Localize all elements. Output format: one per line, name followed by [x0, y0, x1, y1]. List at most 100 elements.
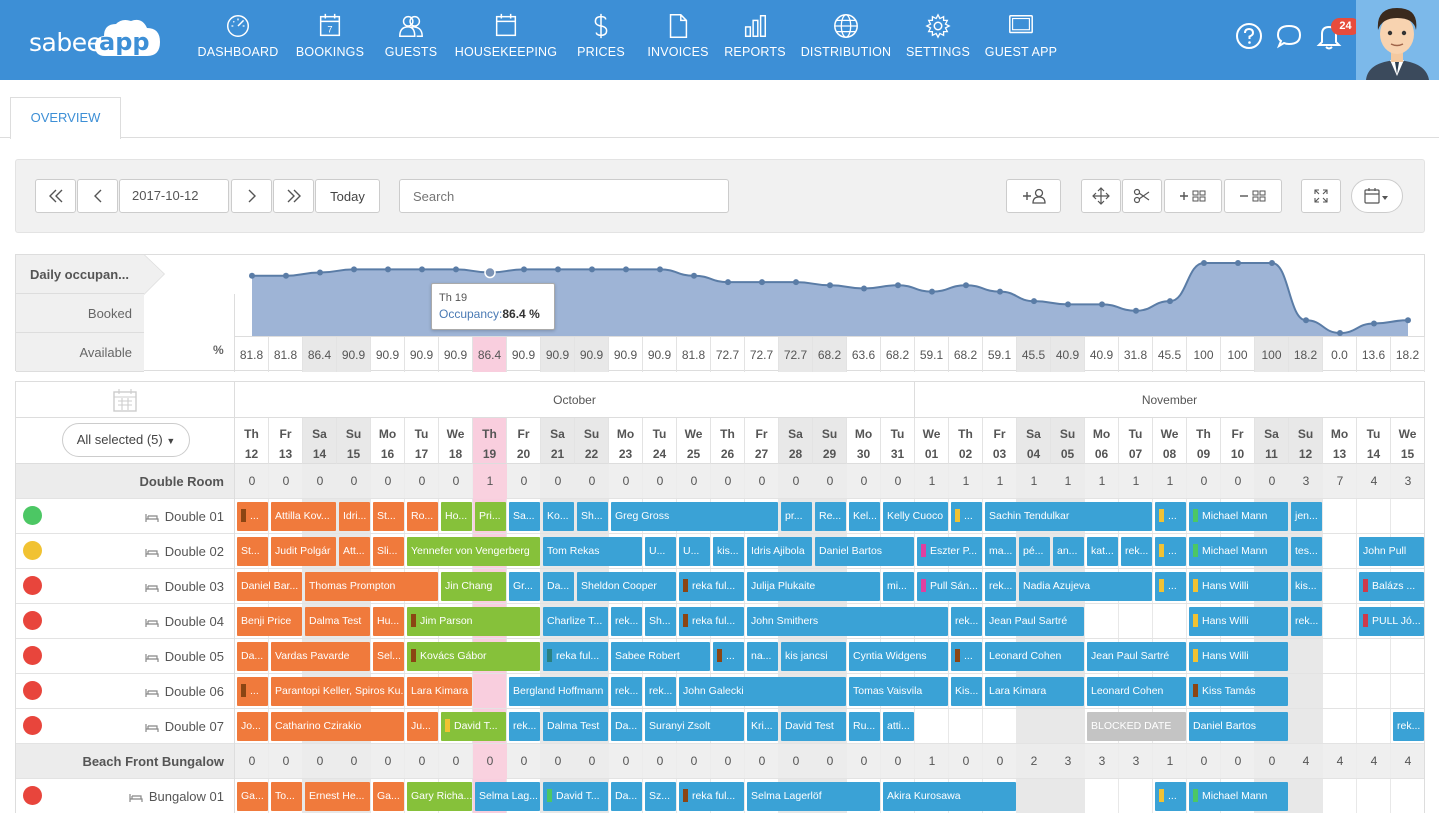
booking-block[interactable]: Tomas Vaisvila — [849, 677, 948, 706]
next-day-button[interactable] — [231, 179, 272, 213]
previous-day-button[interactable] — [77, 179, 118, 213]
day-header[interactable]: Sa 28 — [779, 418, 813, 464]
room-row-header[interactable]: Double 06 — [16, 674, 234, 709]
occupancy-point[interactable] — [691, 272, 697, 279]
booking-block[interactable]: Kelly Cuoco — [883, 502, 948, 531]
day-header[interactable]: Fr 20 — [507, 418, 541, 464]
day-header[interactable]: Mo 30 — [847, 418, 881, 464]
booking-block[interactable]: Sh... — [577, 502, 608, 531]
day-header[interactable]: Su 05 — [1051, 418, 1085, 464]
booking-block[interactable]: rek... — [1393, 712, 1424, 741]
day-header[interactable]: Th 26 — [711, 418, 745, 464]
booking-block[interactable]: John Galecki — [679, 677, 846, 706]
booking-block[interactable]: Charlize T... — [543, 607, 608, 636]
occupancy-point[interactable] — [419, 266, 425, 273]
add-guest-button[interactable] — [1006, 179, 1061, 213]
room-status-dot[interactable] — [23, 646, 42, 665]
booking-block[interactable]: Michael Mann — [1189, 502, 1288, 531]
room-row-header[interactable]: Bungalow 01 — [16, 779, 234, 813]
daily-occupancy-selector[interactable]: Daily occupan... — [16, 255, 144, 294]
booking-block[interactable]: rek... — [985, 572, 1016, 601]
booking-block[interactable]: ... — [1155, 537, 1186, 566]
booking-block[interactable]: Hans Willi — [1189, 607, 1288, 636]
occupancy-point[interactable] — [929, 288, 935, 295]
booking-block[interactable]: pr... — [781, 502, 812, 531]
booking-block[interactable]: rek... — [645, 677, 676, 706]
booking-block[interactable]: reka ful... — [543, 642, 608, 671]
booking-block[interactable]: Jo... — [237, 712, 268, 741]
booking-block[interactable]: Benji Price — [237, 607, 302, 636]
booking-block[interactable]: Yennefer von Vengerberg — [407, 537, 540, 566]
booking-block[interactable]: Parantopi Keller, Spiros Ku... — [271, 677, 404, 706]
booking-block[interactable]: Cyntia Widgens — [849, 642, 948, 671]
previous-month-button[interactable] — [35, 179, 76, 213]
booking-block[interactable]: Attilla Kov... — [271, 502, 336, 531]
booking-block[interactable]: Greg Gross — [611, 502, 778, 531]
room-row-header[interactable]: Double 04 — [16, 604, 234, 639]
booking-block[interactable]: Ro... — [407, 502, 438, 531]
booking-block[interactable]: Catharino Czirakio — [271, 712, 404, 741]
nav-dashboard[interactable]: DASHBOARD — [188, 12, 288, 72]
nav-bookings[interactable]: 7 BOOKINGS — [280, 12, 380, 72]
occupancy-point[interactable] — [827, 282, 833, 289]
occupancy-point[interactable] — [1167, 298, 1173, 305]
occupancy-point[interactable] — [1065, 301, 1071, 308]
occupancy-point[interactable] — [657, 266, 663, 273]
booking-block[interactable]: Da... — [611, 782, 642, 811]
booking-block[interactable]: Hu... — [373, 607, 404, 636]
next-month-button[interactable] — [273, 179, 314, 213]
booking-block[interactable]: Sa... — [509, 502, 540, 531]
day-header[interactable]: Fr 03 — [983, 418, 1017, 464]
booking-block[interactable]: tes... — [1291, 537, 1322, 566]
room-status-dot[interactable] — [23, 786, 42, 805]
booking-block[interactable]: Da... — [543, 572, 574, 601]
room-category-header[interactable]: Beach Front Bungalow — [16, 744, 234, 779]
booking-block[interactable]: Idri... — [339, 502, 370, 531]
booking-block[interactable]: Dalma Test — [305, 607, 370, 636]
booking-block[interactable]: David Test — [781, 712, 846, 741]
booking-block[interactable]: an... — [1053, 537, 1084, 566]
nav-guest-app[interactable]: GUEST APP — [971, 12, 1071, 72]
booking-block[interactable]: Sheldon Cooper — [577, 572, 676, 601]
occupancy-point[interactable] — [1371, 320, 1377, 327]
occupancy-point[interactable] — [521, 266, 527, 273]
occupancy-point[interactable] — [1303, 317, 1309, 324]
booking-block[interactable]: Sachin Tendulkar — [985, 502, 1152, 531]
booking-block[interactable]: Selma Lagerlöf — [747, 782, 880, 811]
booking-block[interactable]: rek... — [1291, 607, 1322, 636]
booking-block[interactable]: David T... — [543, 782, 608, 811]
booking-block[interactable]: rek... — [951, 607, 982, 636]
booking-block[interactable]: mi... — [883, 572, 914, 601]
booking-block[interactable]: Da... — [611, 712, 642, 741]
remove-room-button[interactable] — [1224, 179, 1282, 213]
booking-block[interactable]: rek... — [1121, 537, 1152, 566]
day-header[interactable]: Sa 04 — [1017, 418, 1051, 464]
booking-block[interactable]: U... — [679, 537, 710, 566]
occupancy-point[interactable] — [453, 266, 459, 273]
room-category-header[interactable]: Double Room — [16, 464, 234, 499]
booking-block[interactable]: Leonard Cohen — [1087, 677, 1186, 706]
fullscreen-button[interactable] — [1301, 179, 1341, 213]
day-header[interactable]: Mo 06 — [1085, 418, 1119, 464]
day-header[interactable]: Tu 17 — [405, 418, 439, 464]
booking-block[interactable]: rek... — [611, 607, 642, 636]
chat-icon[interactable] — [1274, 21, 1304, 51]
day-header[interactable]: Tu 24 — [643, 418, 677, 464]
room-status-dot[interactable] — [23, 506, 42, 525]
booking-block[interactable]: Hans Willi — [1189, 642, 1288, 671]
add-room-button[interactable] — [1164, 179, 1222, 213]
booking-block[interactable]: ... — [1155, 572, 1186, 601]
room-row-header[interactable]: Double 03 — [16, 569, 234, 604]
booking-block[interactable]: Pull Sán... — [917, 572, 982, 601]
occupancy-point[interactable] — [1235, 260, 1241, 266]
occupancy-point[interactable] — [1269, 260, 1275, 266]
calendar-view-dropdown[interactable] — [1351, 179, 1403, 213]
day-header[interactable]: Su 12 — [1289, 418, 1323, 464]
nav-distribution[interactable]: DISTRIBUTION — [796, 12, 896, 72]
booking-block[interactable]: ... — [951, 502, 982, 531]
booking-block[interactable]: Jean Paul Sartré — [1087, 642, 1186, 671]
booking-block[interactable]: jen... — [1291, 502, 1322, 531]
day-header[interactable]: Su 29 — [813, 418, 847, 464]
room-row-header[interactable]: Double 05 — [16, 639, 234, 674]
booking-block[interactable]: Sli... — [373, 537, 404, 566]
